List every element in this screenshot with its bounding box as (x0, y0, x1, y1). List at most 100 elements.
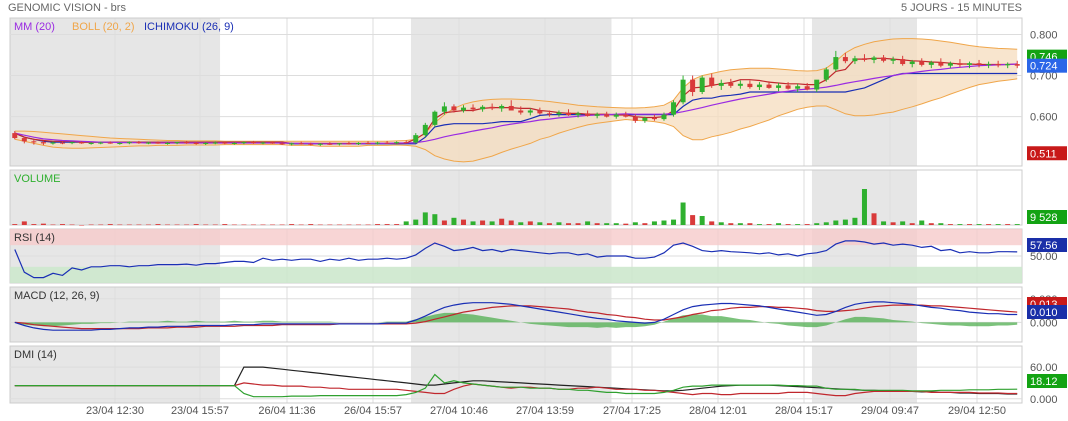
candle-body (1014, 64, 1020, 66)
candle-body (327, 143, 333, 145)
candle-body (222, 142, 228, 144)
volume-bar (184, 224, 190, 226)
candle-body (537, 110, 543, 114)
volume-bar (250, 224, 256, 226)
volume-bar (699, 216, 705, 225)
volume-bar (145, 224, 151, 226)
volume-bar (489, 221, 495, 225)
candle-body (40, 142, 46, 144)
volume-bar (98, 224, 104, 226)
candle-body (556, 112, 562, 115)
bollinger-lower (14, 78, 1018, 163)
rsi-tick-label: 50.00 (1030, 251, 1058, 263)
volume-bar (966, 224, 972, 225)
price-tick-label: 0.700 (1030, 71, 1058, 83)
candle-body (604, 114, 610, 117)
volume-bar (890, 222, 896, 225)
candle-body (995, 64, 1001, 66)
candle-body (737, 83, 743, 86)
macd-title: MACD (12, 26, 9) (14, 290, 100, 302)
volume-bar (613, 223, 619, 225)
candle-body (270, 142, 276, 144)
volume-bar (441, 220, 447, 225)
candle-body (651, 117, 657, 120)
volume-bar (508, 220, 514, 225)
volume-bar (260, 224, 266, 226)
volume-bar (355, 224, 361, 226)
volume-bar (289, 224, 295, 225)
volume-bar (928, 223, 934, 225)
candle-body (842, 57, 848, 62)
candle-body (785, 85, 791, 89)
candle-body (79, 142, 85, 144)
pane-frame-0 (9, 17, 1023, 167)
candle-body (165, 142, 171, 144)
x-tick-label: 26/04 11:36 (258, 405, 315, 417)
candle-body (938, 62, 944, 66)
macd-signal-line (14, 304, 1018, 330)
price-legend-1: BOLL (20, 2) (72, 21, 135, 33)
volume-bar (737, 223, 743, 225)
volume-bar (756, 224, 762, 225)
volume-bar (203, 224, 209, 226)
price-tick-label: 0.800 (1030, 29, 1058, 41)
candle-body (289, 143, 295, 145)
price-tick-label: 0.600 (1030, 112, 1058, 124)
volume-bar (718, 222, 724, 225)
tenkan-line (14, 57, 1018, 144)
dmi-title: DMI (14) (14, 349, 57, 361)
session-shade-1-4 (410, 346, 612, 403)
candle-body (747, 83, 753, 88)
volume-bar (823, 222, 829, 225)
candle-body (174, 142, 180, 144)
volume-bar (871, 213, 877, 225)
candle-body (546, 113, 552, 115)
candle-body (728, 82, 734, 86)
candle-body (155, 142, 161, 144)
candle-body (976, 63, 982, 65)
volume-bar (585, 221, 591, 225)
macd-value-tag: 0.010 (1030, 307, 1058, 319)
candle-body (804, 86, 810, 90)
candle-body (575, 113, 581, 116)
price-last-tag-1-bg (1027, 58, 1067, 73)
volume-bar (527, 221, 533, 225)
candle-body (184, 142, 190, 144)
macd-line (14, 301, 1018, 331)
price-legend-0: MM (20) (14, 21, 55, 33)
volume-bar (594, 223, 600, 225)
candle-body (852, 58, 858, 62)
candle-body (441, 106, 447, 112)
volume-bar (346, 224, 352, 226)
volume-bar (546, 223, 552, 225)
candle-body (212, 142, 218, 144)
volume-bar (795, 224, 801, 225)
volume-bar (136, 224, 142, 226)
volume-bar (776, 223, 782, 225)
candle-body (756, 84, 762, 88)
candle-body (107, 142, 113, 144)
rsi-last-tag: 57.56 (1030, 240, 1058, 252)
pane-frame-4 (9, 345, 1023, 404)
x-tick-label: 28/04 12:01 (689, 405, 747, 417)
candle-body (928, 62, 934, 65)
volume-bar (938, 223, 944, 225)
volume-bar (327, 224, 333, 226)
volume-bar (728, 223, 734, 225)
candle-body (279, 143, 285, 145)
volume-bar (69, 224, 75, 226)
candle-body (594, 114, 600, 116)
volume-bar (1014, 224, 1020, 225)
dmi-last-tag-bg (1027, 374, 1067, 388)
x-tick-label: 27/04 13:59 (516, 405, 574, 417)
volume-bar (460, 219, 466, 225)
candle-body (31, 141, 37, 143)
x-tick-label: 29/04 09:47 (861, 405, 919, 417)
dmi-last-tag: 18.12 (1030, 376, 1058, 388)
volume-bar (947, 224, 953, 225)
volume-bar (231, 224, 237, 226)
candle-body (890, 59, 896, 61)
dmi-plus-line (14, 373, 1018, 398)
price-last-tag-2: 0.511 (1030, 148, 1057, 160)
